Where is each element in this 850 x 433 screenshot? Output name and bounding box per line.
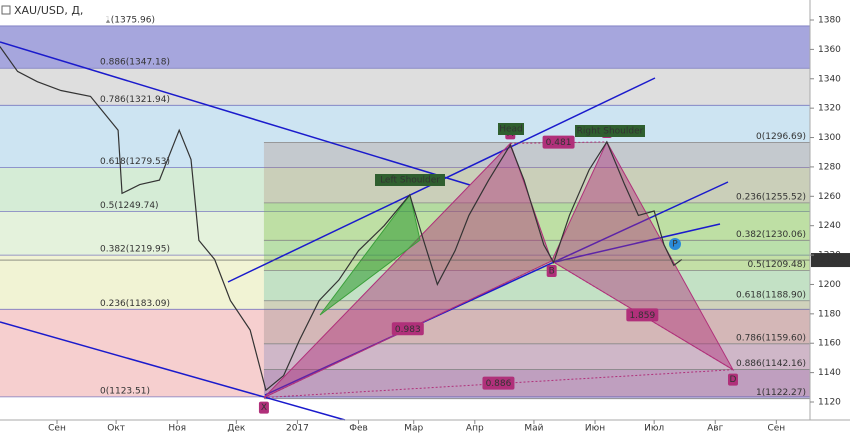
plot: 1(1375.96) 0.886(1347.18) 0.786(1321.94) 0.… — [0, 15, 810, 421]
ratio-label: 0.886 — [486, 379, 512, 389]
signal-label: P — [672, 240, 678, 250]
x-tick-label: Авг — [707, 424, 723, 433]
signal-marker — [669, 238, 681, 250]
fib-band — [263, 300, 810, 344]
y-tick-label: 1260 — [818, 192, 841, 202]
point-marker — [727, 373, 738, 386]
y-tick-label: 1160 — [818, 339, 841, 349]
x-tick-label: Фев — [349, 424, 368, 433]
y-tick-label: 1380 — [818, 16, 841, 26]
fib-band — [263, 142, 810, 203]
fib-label: 0.618(1188.90) — [736, 290, 806, 300]
ratio-box — [542, 135, 575, 149]
shoulder-box — [575, 125, 645, 137]
x-tick-label: Окт — [107, 424, 125, 433]
title-bg — [0, 0, 110, 20]
fib-band — [263, 343, 810, 370]
y-tick-label: 1360 — [818, 45, 841, 55]
x-tick-label: Мар — [404, 424, 423, 433]
y-tick-label: 1280 — [818, 162, 841, 172]
ratio-box — [391, 322, 424, 336]
fib-label: 0(1296.69) — [756, 132, 806, 142]
price-line — [0, 46, 683, 392]
ratio-label: 0.481 — [546, 138, 572, 148]
shoulder-area — [319, 193, 421, 316]
last-price-label: 1216.62 — [814, 256, 850, 266]
y-tick-label: 1320 — [818, 104, 841, 114]
trend-line — [0, 321, 346, 421]
fib-band — [0, 105, 810, 168]
fib-band — [263, 369, 810, 399]
fib-label: 0.886(1142.16) — [736, 359, 806, 369]
x-tick-label: Май — [524, 424, 543, 433]
y-tick-label: 1180 — [818, 309, 841, 319]
shoulder-label: Right Shoulder — [577, 127, 644, 137]
shoulder-label: Head — [499, 125, 523, 135]
trend-line — [0, 41, 471, 186]
y-tick-label: 1300 — [818, 133, 841, 143]
ratio-label: 0.983 — [395, 325, 421, 335]
trend-line — [264, 181, 729, 396]
fib-label: 0(1123.51) — [100, 386, 150, 396]
shoulder-label: Left Shoulder — [380, 176, 440, 186]
y-tick-label: 1340 — [818, 74, 841, 84]
fib-label: 0.5(1209.48) — [747, 260, 806, 270]
fib-label: 0.382(1219.95) — [100, 245, 170, 255]
chart-title: XAU/USD, Д, — [14, 4, 83, 17]
x-tick-label: Ноя — [168, 424, 186, 433]
y-tick-label: 1140 — [818, 368, 841, 378]
point-marker — [258, 401, 269, 414]
fib-label: 0.786(1321.94) — [100, 95, 170, 105]
point-label: B — [549, 266, 555, 276]
fib-label: 1(1375.96) — [105, 15, 155, 25]
fib-label: 0.236(1255.52) — [736, 192, 806, 202]
fib-band — [0, 68, 810, 106]
shoulder-box — [375, 174, 445, 186]
point-label: D — [730, 375, 737, 385]
fib-label: 0.382(1230.06) — [736, 230, 806, 240]
ratio-label: 1.859 — [629, 311, 655, 321]
point-label: X — [261, 403, 267, 413]
ratio-line — [263, 260, 552, 399]
collapse-icon[interactable] — [1, 5, 11, 15]
x-tick-label: Апр — [466, 424, 484, 433]
y-tick-label: 1240 — [818, 221, 841, 231]
y-tick-label: 1200 — [818, 280, 841, 290]
x-tick-label: Июн — [585, 424, 605, 433]
x-tick-label: Сен — [48, 424, 66, 433]
fib-label: 0.236(1183.09) — [100, 299, 170, 309]
y-tick-label: 1220 — [818, 251, 841, 261]
last-price-tag — [811, 253, 850, 268]
x-tick-label: Июл — [644, 424, 664, 433]
x-tick-label: Дек — [227, 424, 246, 433]
y-tick-label: 1120 — [818, 398, 841, 408]
trend-line — [554, 223, 721, 263]
fib-label: 0.5(1249.74) — [100, 201, 159, 211]
fib-band — [0, 25, 810, 69]
x-tick-label: 2017 — [286, 424, 309, 433]
fib-label: 1(1122.27) — [756, 388, 806, 398]
point-marker — [546, 264, 557, 277]
ratio-box — [482, 376, 515, 390]
fib-label: 0.786(1159.60) — [736, 333, 806, 343]
fib-label: 0.886(1347.18) — [100, 58, 170, 68]
shoulder-box — [498, 123, 524, 135]
fib-label: 0.618(1279.53) — [100, 157, 170, 167]
x-tick-label: Сен — [767, 424, 785, 433]
ratio-box — [626, 308, 659, 322]
